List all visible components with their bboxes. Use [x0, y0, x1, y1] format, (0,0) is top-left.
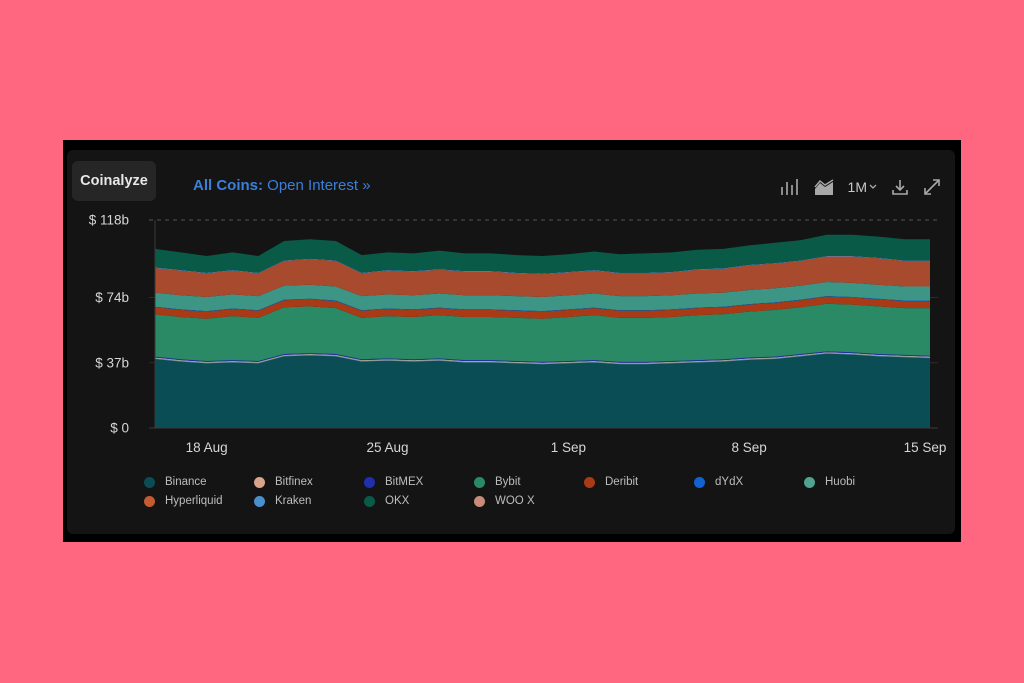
x-tick-label: 18 Aug [186, 440, 228, 455]
legend-swatch [474, 495, 485, 507]
y-tick-label: $ 74b [95, 290, 129, 305]
legend-label: Hyperliquid [165, 495, 223, 507]
legend-item-deribit[interactable]: Deribit [584, 475, 694, 489]
x-tick-label: 15 Sep [904, 440, 947, 455]
legend-swatch [364, 476, 375, 488]
legend-item-bitfinex[interactable]: Bitfinex [254, 475, 364, 489]
legend-item-binance[interactable]: Binance [144, 475, 254, 489]
legend-label: OKX [385, 495, 410, 507]
binance-line [154, 352, 931, 365]
legend-swatch [584, 476, 595, 488]
legend-label: Bybit [495, 476, 521, 488]
legend-swatch [144, 495, 155, 507]
legend-swatch [254, 495, 265, 507]
legend-swatch [474, 476, 485, 488]
legend-label: Bitfinex [275, 476, 313, 488]
legend-item-woo-x[interactable]: WOO X [474, 494, 584, 508]
legend-item-kraken[interactable]: Kraken [254, 494, 364, 508]
legend-swatch [804, 476, 815, 488]
fullscreen-icon[interactable] [923, 178, 941, 196]
legend-label: Kraken [275, 495, 312, 507]
legend-swatch [254, 476, 265, 488]
range-label: 1M [847, 179, 867, 195]
area-hyperliquid[interactable] [155, 256, 930, 298]
chevron-down-icon [869, 184, 877, 189]
legend-item-huobi[interactable]: Huobi [804, 475, 914, 489]
y-tick-label: $ 118b [89, 213, 129, 228]
legend-swatch [144, 476, 155, 488]
area-huobi[interactable] [155, 282, 930, 312]
area-binance[interactable] [155, 353, 930, 428]
x-tick-label: 8 Sep [732, 440, 767, 455]
legend-item-bitmex[interactable]: BitMEX [364, 475, 474, 489]
legend-item-dydx[interactable]: dYdX [694, 475, 804, 489]
bar-chart-icon[interactable] [780, 178, 800, 196]
y-tick-label: $ 0 [110, 421, 129, 436]
title-coins: All Coins: [193, 177, 263, 194]
chart-title-link[interactable]: All Coins: Open Interest » [193, 177, 371, 194]
x-tick-label: 25 Aug [366, 440, 408, 455]
legend-item-hyperliquid[interactable]: Hyperliquid [144, 494, 254, 508]
legend-label: Deribit [605, 476, 639, 488]
legend-swatch [694, 476, 705, 488]
area-bybit[interactable] [155, 303, 930, 362]
chart-toolbar: 1M [780, 175, 941, 199]
area-bitmex[interactable] [155, 351, 930, 363]
y-tick-label: $ 37b [95, 355, 129, 370]
legend-swatch [364, 495, 375, 507]
legend-label: WOO X [495, 495, 535, 507]
legend-label: Huobi [825, 476, 856, 488]
legend-label: BitMEX [385, 476, 424, 488]
area-deribit[interactable] [155, 296, 930, 319]
brand-logo[interactable]: Coinalyze [72, 161, 156, 201]
area-okx[interactable] [155, 234, 930, 274]
chart-legend: Binance Bitfinex BitMEX Bybit Deribit dYdX Huo… [144, 475, 924, 508]
area-chart: $ 0 $ 37b $ 74b $ 118b 18 Aug 25 Aug 1 Sep 8 Se… [89, 213, 947, 456]
legend-item-okx[interactable]: OKX [364, 494, 474, 508]
x-tick-label: 1 Sep [551, 440, 586, 455]
legend-label: dYdX [715, 476, 744, 488]
download-icon[interactable] [891, 178, 909, 196]
legend-label: Binance [165, 476, 207, 488]
screenshot-frame: Coinalyze All Coins: Open Interest » 1M [63, 140, 961, 542]
area-chart-icon[interactable] [814, 178, 834, 196]
chart-panel: Coinalyze All Coins: Open Interest » 1M [67, 150, 955, 534]
title-metric: Open Interest » [267, 177, 371, 194]
legend-item-bybit[interactable]: Bybit [474, 475, 584, 489]
range-select[interactable]: 1M [848, 179, 877, 195]
